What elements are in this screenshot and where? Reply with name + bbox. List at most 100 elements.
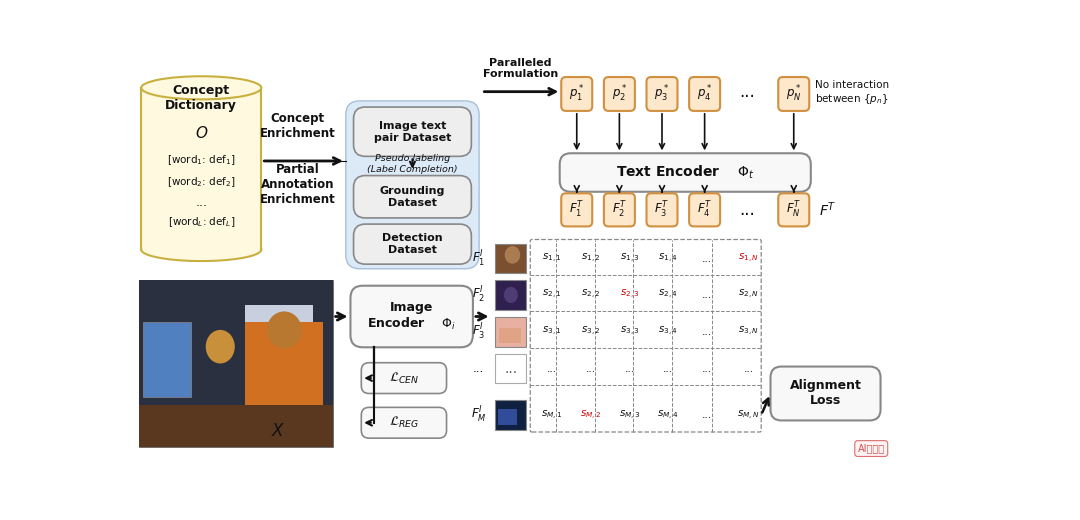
FancyBboxPatch shape: [689, 193, 720, 226]
FancyBboxPatch shape: [362, 407, 446, 438]
Text: $s_{3,3}$: $s_{3,3}$: [620, 326, 639, 339]
Text: ...: ...: [740, 83, 755, 101]
Bar: [139, 280, 333, 406]
Ellipse shape: [141, 238, 261, 261]
Text: $\mathcal{L}_{REG}$: $\mathcal{L}_{REG}$: [389, 415, 419, 431]
Text: ...: ...: [702, 410, 712, 420]
Text: $s_{M,2}$: $s_{M,2}$: [580, 409, 602, 422]
Text: $F_4^T$: $F_4^T$: [697, 200, 712, 220]
Text: $s_{1,3}$: $s_{1,3}$: [620, 252, 639, 265]
Text: $\mathcal{L}_{CEN}$: $\mathcal{L}_{CEN}$: [389, 371, 419, 386]
Text: $s_{1,N}$: $s_{1,N}$: [739, 252, 759, 265]
FancyBboxPatch shape: [353, 224, 471, 264]
Text: $s_{M,4}$: $s_{M,4}$: [658, 409, 679, 422]
Text: $p_2^*$: $p_2^*$: [611, 84, 627, 104]
Text: $s_{3,4}$: $s_{3,4}$: [658, 326, 678, 339]
Bar: [139, 280, 333, 447]
Text: $F_2^T$: $F_2^T$: [611, 200, 627, 220]
Bar: [499, 409, 517, 425]
Text: $F_3^T$: $F_3^T$: [654, 200, 670, 220]
Text: ...: ...: [744, 364, 754, 374]
Ellipse shape: [504, 287, 517, 303]
Text: $p_N^*$: $p_N^*$: [786, 84, 801, 104]
Text: $F_2^I$: $F_2^I$: [472, 285, 485, 305]
Bar: [496, 280, 526, 309]
Text: Pseudo labeling
(Label Completion): Pseudo labeling (Label Completion): [367, 154, 458, 174]
FancyBboxPatch shape: [779, 193, 809, 226]
Text: AI研习社: AI研习社: [858, 444, 885, 453]
Text: ...: ...: [585, 364, 596, 374]
FancyBboxPatch shape: [779, 77, 809, 111]
Text: Partial
Annotation
Enrichment: Partial Annotation Enrichment: [260, 163, 336, 205]
Text: Image
Encoder    $\Phi_i$: Image Encoder $\Phi_i$: [367, 301, 456, 332]
Text: $s_{3,2}$: $s_{3,2}$: [581, 326, 600, 339]
Text: $s_{1,4}$: $s_{1,4}$: [658, 252, 678, 265]
Text: ...: ...: [740, 201, 755, 219]
FancyBboxPatch shape: [647, 193, 677, 226]
Bar: [245, 305, 313, 355]
Text: $s_{1,2}$: $s_{1,2}$: [581, 252, 600, 265]
Text: $F_1^T$: $F_1^T$: [569, 200, 584, 220]
Text: $s_{1,1}$: $s_{1,1}$: [542, 252, 562, 265]
Bar: [143, 321, 191, 397]
Text: [word$_L$: def$_L$]: [word$_L$: def$_L$]: [167, 215, 235, 229]
Text: $F_M^I$: $F_M^I$: [471, 405, 486, 425]
Text: $s_{3,N}$: $s_{3,N}$: [739, 326, 759, 339]
Ellipse shape: [267, 311, 301, 348]
Text: $F^T$: $F^T$: [819, 201, 836, 219]
Text: $F_1^I$: $F_1^I$: [472, 249, 485, 269]
Text: $s_{2,2}$: $s_{2,2}$: [581, 289, 600, 302]
Bar: [139, 406, 333, 447]
Text: Image text
pair Dataset: Image text pair Dataset: [374, 121, 451, 142]
FancyBboxPatch shape: [362, 363, 446, 394]
Text: $s_{2,4}$: $s_{2,4}$: [658, 289, 678, 302]
Text: ...: ...: [195, 196, 207, 209]
Text: Grounding
Dataset: Grounding Dataset: [380, 186, 445, 207]
Text: Concept
Enrichment: Concept Enrichment: [260, 112, 336, 139]
Text: No interaction
between $\{p_n\}$: No interaction between $\{p_n\}$: [815, 80, 890, 106]
Bar: [496, 400, 526, 430]
Text: ...: ...: [702, 364, 712, 374]
FancyBboxPatch shape: [689, 77, 720, 111]
Text: $s_{3,1}$: $s_{3,1}$: [542, 326, 562, 339]
FancyBboxPatch shape: [562, 193, 592, 226]
FancyBboxPatch shape: [353, 107, 471, 157]
Text: $s_{2,N}$: $s_{2,N}$: [739, 289, 759, 302]
FancyBboxPatch shape: [353, 176, 471, 218]
Text: $p_1^*$: $p_1^*$: [569, 84, 584, 104]
Text: Detection
Dataset: Detection Dataset: [382, 233, 443, 255]
Text: $F_N^T$: $F_N^T$: [786, 200, 801, 220]
Bar: [245, 321, 323, 406]
FancyBboxPatch shape: [604, 77, 635, 111]
Text: Alignment
Loss: Alignment Loss: [789, 380, 862, 408]
Text: Paralleled
Formulation: Paralleled Formulation: [483, 58, 557, 80]
Text: ...: ...: [624, 364, 635, 374]
Ellipse shape: [205, 330, 234, 363]
FancyBboxPatch shape: [562, 77, 592, 111]
Text: Concept
Dictionary: Concept Dictionary: [165, 84, 238, 112]
Ellipse shape: [504, 246, 521, 264]
Text: ...: ...: [546, 364, 557, 374]
Text: $s_{2,3}$: $s_{2,3}$: [620, 289, 639, 302]
FancyBboxPatch shape: [647, 77, 677, 111]
Text: $p_4^*$: $p_4^*$: [697, 84, 713, 104]
Text: [word$_2$: def$_2$]: [word$_2$: def$_2$]: [167, 175, 235, 189]
Ellipse shape: [141, 76, 261, 99]
Text: $s_{M,1}$: $s_{M,1}$: [541, 409, 563, 422]
Bar: [496, 244, 526, 274]
Bar: [141, 88, 261, 250]
Text: $O$: $O$: [194, 125, 208, 141]
Text: $s_{M,3}$: $s_{M,3}$: [619, 409, 640, 422]
Text: $p_3^*$: $p_3^*$: [654, 84, 670, 104]
Text: ...: ...: [663, 364, 673, 374]
FancyBboxPatch shape: [559, 153, 811, 192]
Bar: [499, 328, 521, 343]
Text: ...: ...: [702, 290, 712, 300]
Text: ...: ...: [473, 362, 484, 375]
FancyBboxPatch shape: [770, 367, 880, 421]
Text: $s_{M,N}$: $s_{M,N}$: [738, 409, 760, 422]
Text: $s_{2,1}$: $s_{2,1}$: [542, 289, 562, 302]
Text: ...: ...: [702, 254, 712, 264]
Text: $F_3^I$: $F_3^I$: [472, 322, 485, 342]
Text: [word$_1$: def$_1$]: [word$_1$: def$_1$]: [167, 153, 235, 167]
